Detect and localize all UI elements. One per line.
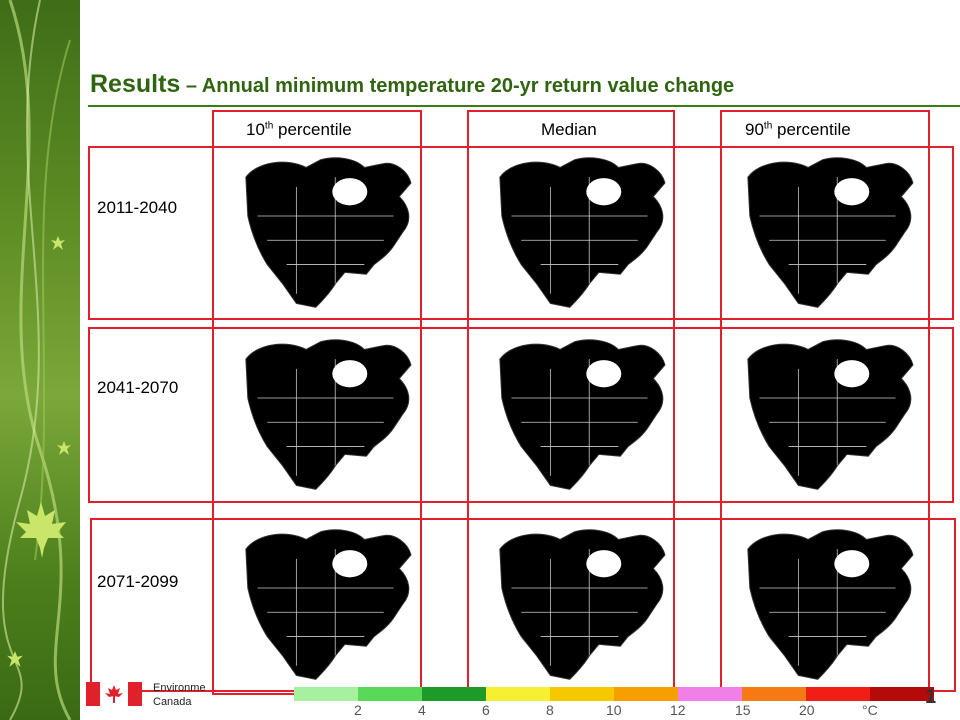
temperature-change-map [499, 157, 666, 308]
temperature-change-map [499, 529, 666, 680]
legend-tick-label: 12 [670, 702, 686, 718]
column-header-90th: 90th percentile [745, 120, 851, 139]
legend-tick-label: °C [862, 702, 878, 718]
row-frame-2011-2040 [88, 146, 954, 320]
legend-swatch [742, 687, 806, 701]
legend-swatch [486, 687, 550, 701]
column-header-10th: 10th percentile [246, 120, 352, 139]
slide-title: Results – Annual minimum temperature 20-… [90, 70, 960, 99]
logo-line-2: Canada [153, 696, 192, 708]
legend-swatch [806, 687, 870, 701]
legend-tick-label: 8 [546, 702, 554, 718]
row-label-2071-2099: 2071-2099 [97, 572, 179, 591]
legend-tick-label: 2 [354, 702, 362, 718]
temperature-change-map [499, 339, 666, 490]
legend-tick-label: 6 [482, 702, 490, 718]
temperature-change-map [245, 157, 412, 308]
small-leaf-icon [57, 441, 71, 455]
legend-swatch [614, 687, 678, 701]
small-leaf-icon [51, 236, 65, 250]
page-number: 1 [925, 686, 937, 708]
small-leaf-icon [7, 651, 23, 667]
legend-swatch [678, 687, 742, 701]
temperature-change-map [747, 339, 914, 490]
canada-flag-icon [86, 682, 142, 706]
legend-swatch [358, 687, 422, 701]
row-frame-2041-2070 [88, 327, 954, 503]
row-label-2041-2070: 2041-2070 [97, 378, 179, 397]
maple-leaf-icon [16, 502, 66, 558]
sidebar-decoration [0, 0, 80, 720]
title-subtitle: – Annual minimum temperature 20-yr retur… [180, 75, 735, 97]
legend-swatch [422, 687, 486, 701]
legend-swatch [294, 687, 358, 701]
row-frame-2071-2099 [90, 518, 956, 692]
legend-tick-label: 15 [735, 702, 751, 718]
temperature-change-map [747, 157, 914, 308]
temperature-change-map [747, 529, 914, 680]
legend-tick-label: 20 [799, 702, 815, 718]
row-label-2011-2040: 2011-2040 [97, 198, 178, 217]
temperature-change-map [245, 529, 412, 680]
title-main: Results [90, 70, 181, 98]
legend-tick-label: 4 [418, 702, 426, 718]
legend-tick-label: 10 [606, 702, 622, 718]
environment-canada-logo: Environme Canada [86, 678, 226, 712]
logo-line-1: Environme [153, 682, 206, 694]
temperature-change-map [245, 339, 412, 490]
color-scale-legend [294, 687, 934, 701]
title-underline [88, 105, 960, 107]
column-header-median: Median [541, 120, 597, 139]
legend-swatch [870, 687, 934, 701]
legend-swatch [550, 687, 614, 701]
